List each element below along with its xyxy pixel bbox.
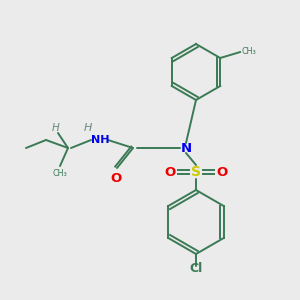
Text: O: O xyxy=(110,172,122,184)
Text: Cl: Cl xyxy=(189,262,203,275)
Text: O: O xyxy=(216,166,228,178)
Text: S: S xyxy=(191,165,201,179)
Text: CH₃: CH₃ xyxy=(52,169,68,178)
Text: O: O xyxy=(164,166,175,178)
Text: N: N xyxy=(180,142,192,154)
Text: NH: NH xyxy=(91,135,109,145)
Text: H: H xyxy=(84,123,92,133)
Text: CH₃: CH₃ xyxy=(241,46,256,56)
Text: H: H xyxy=(52,123,60,133)
